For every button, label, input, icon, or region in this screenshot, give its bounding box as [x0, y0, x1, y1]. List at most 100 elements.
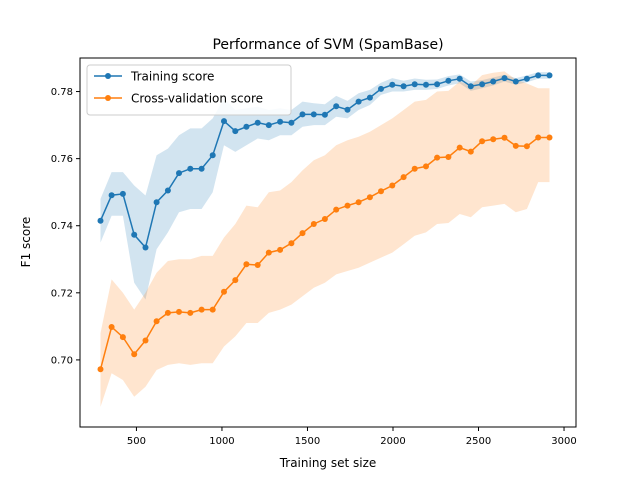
legend-cv-marker: [105, 95, 111, 101]
cv-score-point: [501, 134, 508, 141]
cv-score-point: [299, 230, 306, 237]
training-score-point: [187, 165, 194, 172]
x-axis-ticks: 500 1000 1500 2000 2500 3000: [127, 427, 577, 447]
cv-score-point: [378, 188, 384, 195]
training-score-point: [254, 119, 261, 126]
legend-training-label: Training score: [130, 70, 214, 84]
cv-score-point: [310, 221, 317, 227]
y-axis-ticks: 0.70 0.72 0.74 0.76 0.78: [51, 87, 80, 366]
cv-score-point: [400, 174, 407, 181]
legend-cv-label: Cross-validation score: [131, 92, 263, 106]
training-score-point: [333, 103, 340, 110]
training-score-point: [344, 106, 351, 113]
x-axis-label: Training set size: [279, 456, 377, 470]
cv-score-point: [389, 182, 396, 189]
y-tick-label: 0.74: [51, 221, 73, 232]
legend: Training score Cross-validation score: [86, 64, 292, 116]
training-score-point: [277, 118, 284, 125]
cv-score-point: [445, 154, 452, 160]
training-score-point: [221, 118, 227, 125]
cv-score-point: [153, 318, 160, 325]
x-tick-label: 1500: [295, 436, 320, 447]
training-score-point: [153, 199, 160, 206]
cv-score-point: [288, 240, 295, 247]
x-tick-label: 3000: [551, 436, 576, 447]
training-score-point: [535, 72, 542, 79]
training-score-point: [232, 128, 239, 135]
cv-score-point: [142, 337, 149, 344]
training-score-point: [523, 75, 530, 82]
training-score-point: [411, 81, 418, 88]
cv-score-point: [411, 165, 418, 172]
training-score-point: [389, 81, 396, 88]
training-score-point: [378, 85, 384, 92]
cv-score-point: [423, 163, 429, 170]
y-tick-label: 0.76: [51, 154, 73, 165]
cv-score-point: [355, 199, 362, 206]
cv-score-point: [333, 206, 340, 213]
cv-score-point: [221, 288, 227, 295]
training-score-point: [355, 98, 362, 105]
training-score-point: [479, 81, 486, 88]
cv-score-point: [243, 261, 250, 268]
training-score-band: [100, 72, 550, 300]
y-tick-label: 0.72: [51, 288, 73, 299]
cv-score-point: [512, 142, 519, 149]
training-score-point: [209, 152, 216, 159]
x-tick-label: 500: [127, 436, 146, 447]
cv-score-point: [254, 262, 261, 268]
cv-score-point: [198, 306, 205, 313]
cv-score-point: [479, 138, 486, 145]
cv-score-point: [434, 154, 441, 161]
training-score-point: [142, 244, 149, 251]
training-score-point: [310, 111, 317, 118]
training-score-point: [198, 165, 205, 172]
cv-score-point: [467, 148, 474, 155]
training-score-point: [164, 187, 171, 194]
cv-score-point: [119, 334, 126, 341]
training-score-point: [288, 119, 295, 126]
cv-score-point: [265, 249, 272, 256]
cv-score-point: [523, 143, 530, 150]
chart-title: Performance of SVM (SpamBase): [212, 37, 443, 53]
training-score-point: [243, 123, 250, 130]
training-score-point: [299, 111, 306, 118]
training-score-point: [423, 81, 429, 88]
plot-frame: [79, 57, 577, 428]
cv-score-point: [108, 324, 115, 330]
training-score-point: [265, 122, 272, 129]
cv-score-point: [97, 366, 104, 373]
training-score-point: [400, 83, 407, 90]
cv-score-point: [321, 216, 328, 222]
cv-score-point: [546, 134, 553, 141]
training-score-point: [501, 75, 508, 82]
x-tick-label: 2000: [380, 436, 405, 447]
training-score-point: [131, 231, 138, 238]
cv-score-point: [277, 246, 284, 253]
y-axis-label: F1 score: [19, 217, 33, 268]
series-markers: [97, 72, 553, 373]
training-score-point: [176, 170, 182, 177]
cv-score-point: [490, 136, 497, 143]
training-score-point: [490, 78, 497, 85]
training-score-point: [445, 77, 452, 84]
cv-score-point: [131, 351, 138, 358]
cv-score-point: [164, 309, 171, 316]
legend-training-marker: [105, 73, 111, 79]
x-tick-label: 1000: [209, 436, 234, 447]
cv-score-point: [366, 194, 373, 201]
legend-box: [86, 64, 292, 116]
training-score-point: [321, 111, 328, 118]
training-score-point: [97, 217, 104, 224]
training-score-point: [456, 75, 463, 82]
cv-score-point: [535, 134, 542, 141]
training-score-point: [366, 94, 373, 101]
training-score-point: [512, 78, 519, 85]
training-score-point: [119, 190, 126, 197]
cv-score-point: [456, 144, 463, 151]
training-score-point: [108, 192, 115, 199]
cv-score-point: [176, 308, 182, 315]
y-tick-label: 0.78: [51, 87, 73, 98]
cv-score-point: [209, 306, 216, 313]
